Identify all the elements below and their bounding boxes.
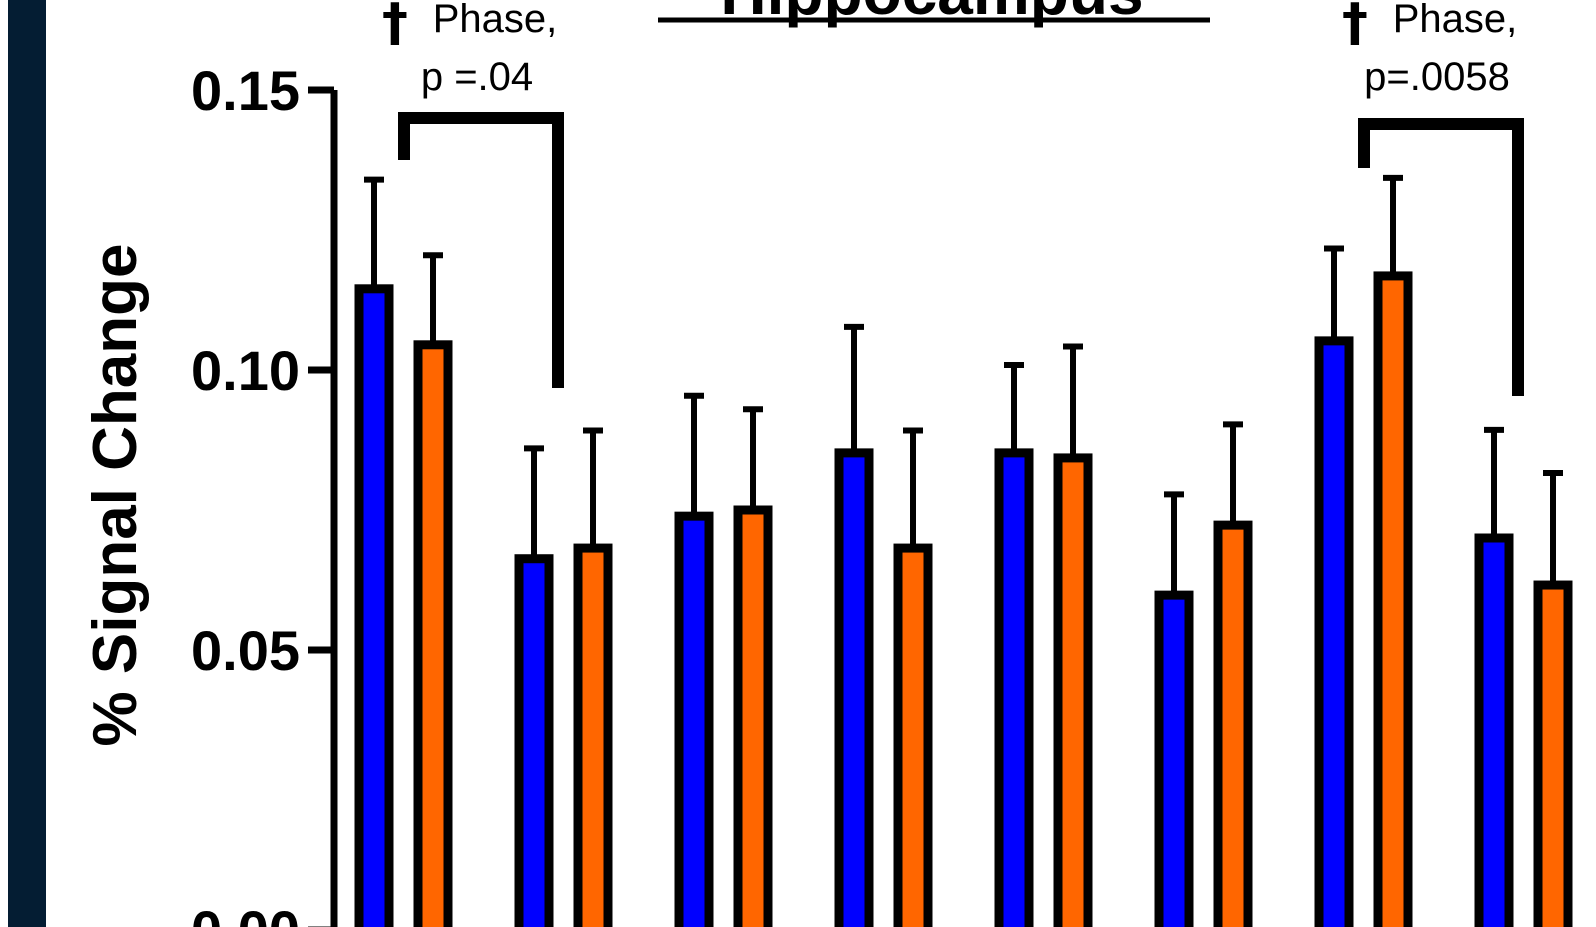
left-edge-bar <box>8 0 46 927</box>
bar <box>1154 590 1194 927</box>
y-tick-label: 0.00 <box>191 899 300 927</box>
annotations-group: † Phase, p =.04 † Phase, p=.0058 <box>382 0 1524 396</box>
chart-title: Hippocampus <box>720 0 1143 28</box>
bar <box>994 448 1034 927</box>
bar <box>893 543 933 927</box>
bar <box>1474 533 1514 927</box>
bar <box>354 284 394 927</box>
y-tick-label: 0.05 <box>191 619 300 682</box>
bar <box>1053 453 1093 927</box>
bar <box>514 554 554 927</box>
bar <box>1533 580 1573 927</box>
annotation-line-1: Phase, <box>433 0 558 41</box>
bar <box>1213 520 1253 927</box>
bar <box>413 340 453 927</box>
bars-group <box>354 174 1573 927</box>
significance-bracket <box>1358 118 1524 396</box>
dagger-symbol: † <box>382 0 408 53</box>
y-tick-label: 0.10 <box>191 339 300 402</box>
annotation-line-1: Phase, <box>1393 0 1518 41</box>
y-axis-title: % Signal Change <box>81 244 150 747</box>
bar <box>733 505 773 927</box>
significance-bracket <box>398 112 564 388</box>
y-axis: 0.00 0.05 0.10 0.15 <box>191 59 338 927</box>
bar <box>1314 336 1354 927</box>
y-tick-label: 0.15 <box>191 59 300 122</box>
annotation-line-2: p=.0058 <box>1364 55 1510 99</box>
bar <box>834 448 874 927</box>
dagger-symbol: † <box>1342 0 1368 53</box>
bar <box>1373 271 1413 927</box>
bar <box>674 511 714 927</box>
bar <box>573 543 613 927</box>
annotation-line-2: p =.04 <box>421 55 533 99</box>
chart-title-group: Hippocampus <box>658 0 1210 28</box>
